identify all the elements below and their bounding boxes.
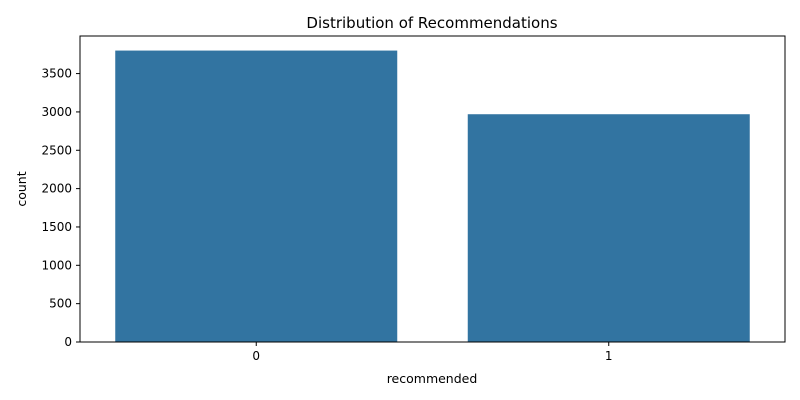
y-tick-label: 2500: [41, 143, 72, 157]
y-tick-label: 500: [49, 297, 72, 311]
y-tick-label: 2000: [41, 182, 72, 196]
y-axis-label: count: [14, 171, 29, 206]
y-axis: 0 500 1000 1500 2000 2500 3000 3500: [41, 67, 80, 349]
y-tick-label: 0: [64, 335, 72, 349]
y-tick-label: 1000: [41, 258, 72, 272]
y-tick-label: 3000: [41, 105, 72, 119]
x-axis-label: recommended: [387, 371, 478, 386]
bars-layer: [115, 50, 750, 343]
y-tick-label: 1500: [41, 220, 72, 234]
plot-frame: [79, 35, 786, 343]
bar-1: [467, 114, 750, 343]
chart-title: Distribution of Recommendations: [306, 14, 557, 32]
x-tick-label: 1: [605, 349, 613, 363]
bar-0: [115, 50, 398, 342]
y-tick-label: 3500: [41, 67, 72, 81]
x-tick-label: 0: [252, 349, 260, 363]
